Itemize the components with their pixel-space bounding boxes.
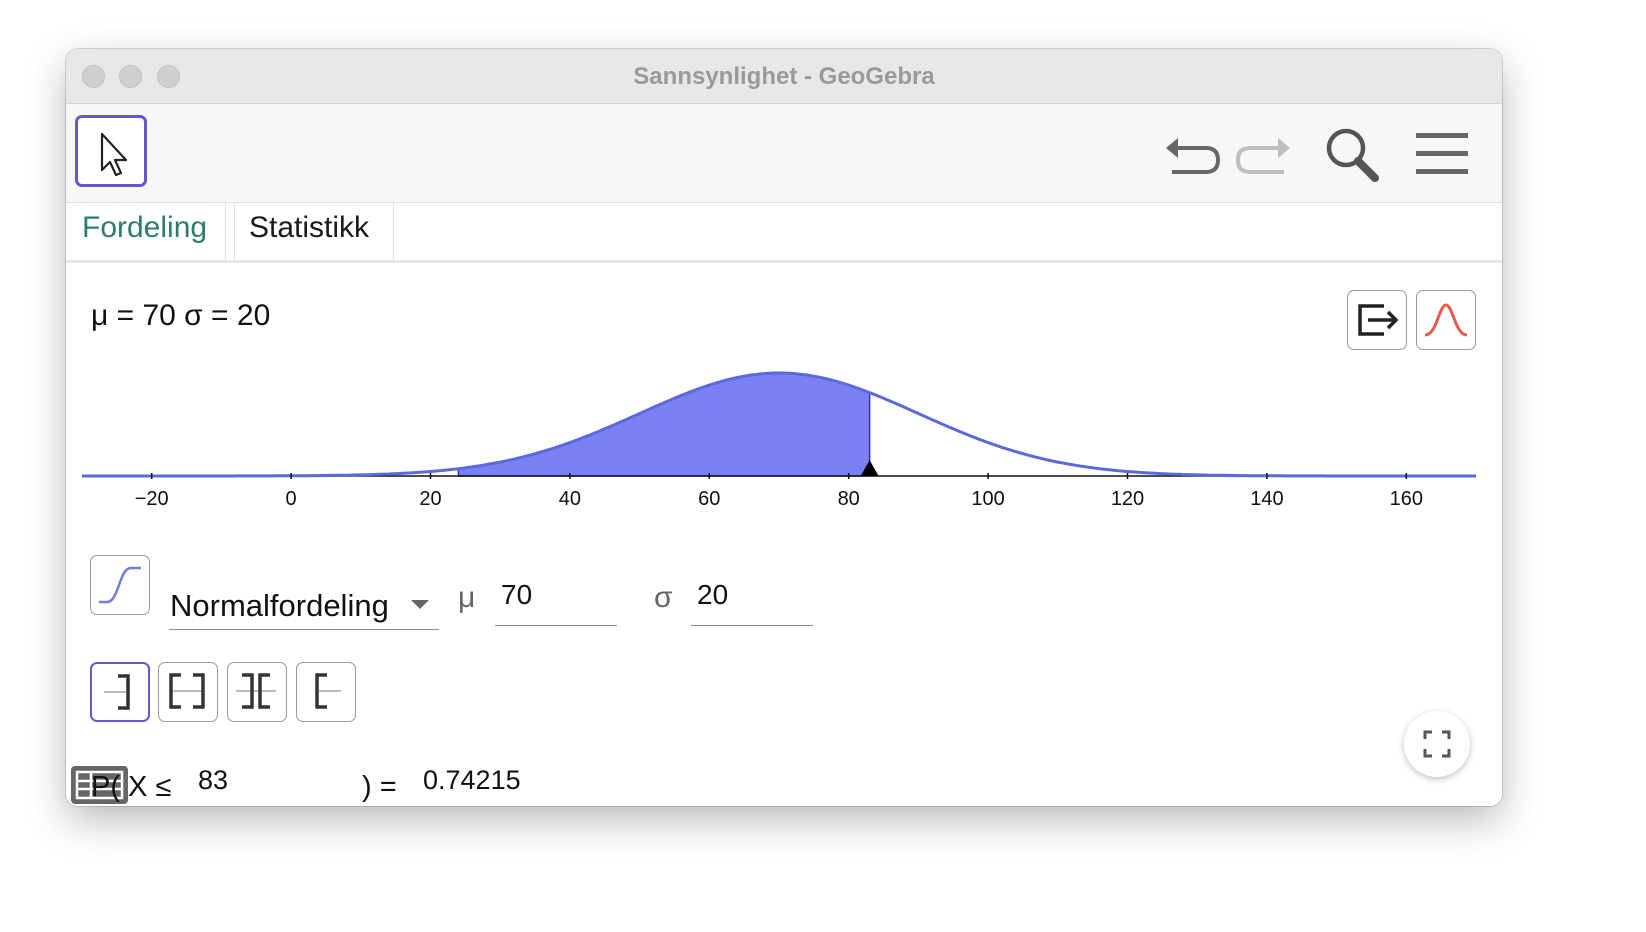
x-tick-label: 20 bbox=[419, 488, 441, 510]
probability-result: 0.74215 bbox=[423, 765, 521, 795]
close-window-button[interactable] bbox=[82, 65, 105, 88]
fullscreen-icon bbox=[1423, 730, 1451, 758]
probability-bound-input[interactable]: 83 bbox=[198, 765, 229, 795]
distribution-panel: μ = 70 σ = 20 −20 0 20 40 60 80 100 120 140 160 N… bbox=[66, 263, 1502, 806]
probability-prefix: P( X ≤ bbox=[91, 771, 172, 803]
window-title: Sannsynlighet - GeoGebra bbox=[633, 63, 935, 90]
export-icon bbox=[1358, 304, 1399, 336]
left-sided-icon bbox=[104, 674, 130, 710]
search-icon[interactable] bbox=[1323, 126, 1381, 184]
x-tick-label: −20 bbox=[135, 488, 169, 510]
zoom-window-button[interactable] bbox=[157, 65, 180, 88]
x-tick-label: 80 bbox=[838, 488, 860, 510]
mu-input-value: 70 bbox=[501, 579, 533, 610]
mu-input[interactable]: 70 bbox=[495, 573, 617, 626]
x-tick-label: 140 bbox=[1250, 488, 1283, 510]
x-tick-label: 100 bbox=[971, 488, 1004, 510]
interval-icon bbox=[169, 673, 205, 709]
two-tailed-icon bbox=[236, 673, 276, 709]
redo-icon[interactable] bbox=[1234, 126, 1294, 180]
distribution-select[interactable]: Normalfordeling bbox=[169, 574, 439, 630]
export-button[interactable] bbox=[1347, 290, 1407, 350]
undo-icon[interactable] bbox=[1162, 126, 1222, 180]
bound-marker-handle bbox=[860, 460, 879, 476]
left-sided-button[interactable] bbox=[90, 662, 150, 722]
normal-curve-icon bbox=[1424, 303, 1468, 337]
move-tool-button[interactable] bbox=[75, 115, 147, 187]
sigma-label: σ bbox=[654, 581, 673, 614]
x-tick-label: 0 bbox=[286, 488, 297, 510]
interval-button[interactable] bbox=[158, 662, 218, 722]
probability-shaded-area bbox=[457, 372, 871, 477]
tab-fordeling[interactable]: Fordeling bbox=[68, 203, 226, 260]
distribution-chart: −20 0 20 40 60 80 100 120 140 160 bbox=[82, 371, 1476, 510]
two-tailed-button[interactable] bbox=[227, 662, 287, 722]
fullscreen-button[interactable] bbox=[1404, 711, 1470, 777]
minimize-window-button[interactable] bbox=[119, 65, 142, 88]
arrow-cursor-icon bbox=[100, 132, 128, 177]
x-tick-label: 40 bbox=[559, 488, 581, 510]
cumulative-curve-icon bbox=[99, 566, 141, 604]
x-tick-label: 60 bbox=[698, 488, 720, 510]
toolbar bbox=[66, 104, 1502, 203]
app-window: Sannsynlighet - GeoGebra Fordeling Stati… bbox=[66, 49, 1502, 806]
tab-statistikk[interactable]: Statistikk bbox=[234, 203, 394, 260]
cumulative-toggle-button[interactable] bbox=[90, 555, 150, 615]
title-bar: Sannsynlighet - GeoGebra bbox=[66, 49, 1502, 104]
x-tick-label: 160 bbox=[1390, 488, 1423, 510]
mu-label: μ bbox=[458, 581, 476, 614]
tab-bar: Fordeling Statistikk bbox=[66, 203, 1502, 263]
toggle-normal-overlay-button[interactable] bbox=[1416, 290, 1476, 350]
table-icon bbox=[75, 770, 124, 800]
distribution-select-value: Normalfordeling bbox=[170, 588, 389, 623]
probability-suffix: ) = bbox=[362, 771, 397, 803]
table-toggle-button[interactable] bbox=[71, 766, 128, 804]
normal-density-curve bbox=[82, 371, 1476, 478]
chevron-down-icon bbox=[411, 600, 429, 609]
right-sided-icon bbox=[315, 673, 341, 709]
sigma-input-value: 20 bbox=[697, 579, 729, 610]
distribution-parameters-label: μ = 70 σ = 20 bbox=[91, 299, 271, 332]
hamburger-menu-icon[interactable] bbox=[1414, 128, 1470, 178]
x-tick-label: 120 bbox=[1111, 488, 1144, 510]
right-sided-button[interactable] bbox=[296, 662, 356, 722]
sigma-input[interactable]: 20 bbox=[691, 573, 813, 626]
